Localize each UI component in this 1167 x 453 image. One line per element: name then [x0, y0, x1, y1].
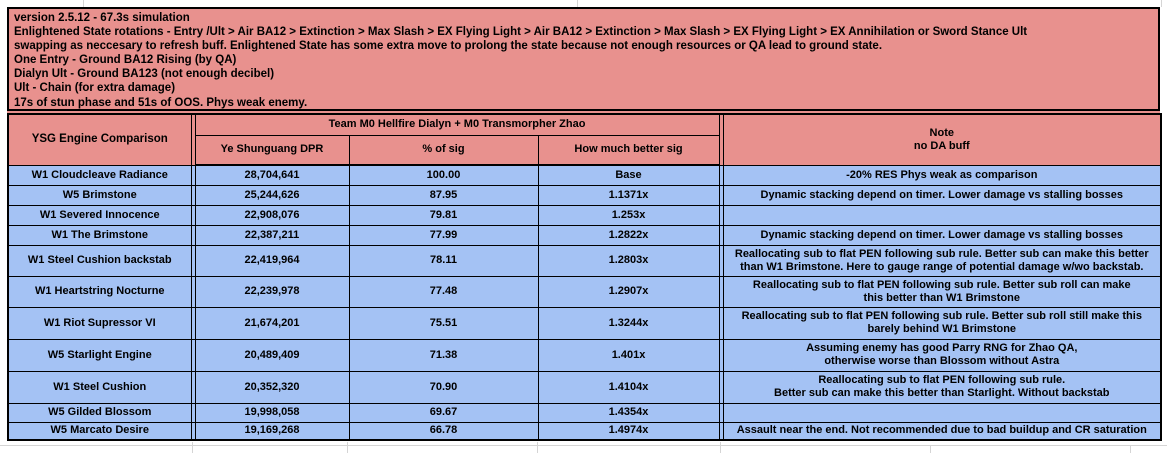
info-line-swapping: swapping as neccesary to refresh buff. E… — [14, 40, 883, 53]
gridline — [83, 0, 84, 7]
dpr-cell[interactable]: 20,352,320 — [194, 370, 350, 404]
better-cell[interactable]: 1.4354x — [537, 402, 720, 423]
dpr-cell[interactable]: 22,419,964 — [194, 244, 350, 277]
better-cell[interactable]: 1.253x — [537, 204, 720, 226]
better-cell[interactable]: 1.4104x — [537, 370, 720, 404]
gridline — [577, 0, 578, 7]
note-cell[interactable]: Reallocating sub to flat PEN following s… — [722, 275, 1162, 308]
dpr-cell[interactable]: 28,704,641 — [194, 164, 350, 186]
note-cell[interactable]: Reallocating sub to flat PEN following s… — [722, 244, 1162, 277]
column-header-pct[interactable]: % of sig — [348, 134, 539, 166]
dpr-cell[interactable]: 21,674,201 — [194, 306, 350, 340]
table-group-header-row: YSG Engine Comparison Team M0 Hellfire D… — [7, 113, 1162, 166]
gridline — [720, 442, 721, 453]
info-line-ult-chain: Ult - Chain (for extra damage) — [14, 82, 176, 95]
pct-cell[interactable]: 87.95 — [348, 184, 539, 206]
info-line-one-entry: One Entry - Ground BA12 Rising (by QA) — [14, 54, 237, 67]
note-cell[interactable]: Dynamic stacking depend on timer. Lower … — [722, 224, 1162, 246]
note-cell[interactable] — [722, 204, 1162, 226]
note-cell[interactable]: Reallocating sub to flat PEN following s… — [722, 306, 1162, 340]
dpr-cell[interactable]: 25,244,626 — [194, 184, 350, 206]
pct-cell[interactable]: 100.00 — [348, 164, 539, 186]
note-cell[interactable]: Reallocating sub to flat PEN following s… — [722, 370, 1162, 404]
dpr-cell[interactable]: 19,998,058 — [194, 402, 350, 423]
better-cell[interactable]: 1.3244x — [537, 306, 720, 340]
table-row: W5 Starlight Engine 20,489,409 71.38 1.4… — [7, 338, 1162, 372]
info-line-version: version 2.5.12 - 67.3s simulation — [14, 12, 190, 24]
engine-name-cell[interactable]: W5 Gilded Blossom — [7, 402, 192, 423]
note-cell[interactable]: Dynamic stacking depend on timer. Lower … — [722, 184, 1162, 206]
note-cell[interactable]: Assault near the end. Not recommended du… — [722, 421, 1162, 441]
engine-name-cell[interactable]: W5 Brimstone — [7, 184, 192, 206]
engine-name-cell[interactable]: W5 Marcato Desire — [7, 421, 192, 441]
table-row: W1 Steel Cushion 20,352,320 70.90 1.4104… — [7, 370, 1162, 404]
engine-comparison-table: YSG Engine Comparison Team M0 Hellfire D… — [7, 113, 1163, 441]
gridline — [537, 442, 538, 453]
engine-name-cell[interactable]: W1 Riot Supressor VI — [7, 306, 192, 340]
pct-cell[interactable]: 70.90 — [348, 370, 539, 404]
gridline — [347, 442, 348, 453]
note-cell[interactable]: Assuming enemy has good Parry RNG for Zh… — [722, 338, 1162, 372]
team-header-cell[interactable]: Team M0 Hellfire Dialyn + M0 Transmorphe… — [194, 113, 720, 136]
note-header-cell[interactable]: Note no DA buff — [722, 113, 1162, 166]
column-header-better[interactable]: How much better sig — [537, 134, 720, 166]
dpr-cell[interactable]: 22,908,076 — [194, 204, 350, 226]
engine-name-cell[interactable]: W1 Steel Cushion — [7, 370, 192, 404]
engine-name-cell[interactable]: W1 The Brimstone — [7, 224, 192, 246]
pct-cell[interactable]: 75.51 — [348, 306, 539, 340]
sheet-content-block: version 2.5.12 - 67.3s simulation Enligh… — [7, 7, 1163, 441]
column-header-dpr[interactable]: Ye Shunguang DPR — [194, 134, 350, 166]
table-row: W1 Severed Innocence 22,908,076 79.81 1.… — [7, 204, 1162, 226]
info-line-phases: 17s of stun phase and 51s of OOS. Phys w… — [14, 96, 308, 109]
engine-name-cell[interactable]: W1 Steel Cushion backstab — [7, 244, 192, 277]
pct-cell[interactable]: 66.78 — [348, 421, 539, 441]
table-row: W1 Riot Supressor VI 21,674,201 75.51 1.… — [7, 306, 1162, 340]
table-row: W1 Cloudcleave Radiance 28,704,641 100.0… — [7, 164, 1162, 186]
gridline — [930, 445, 931, 453]
gridline — [1161, 0, 1162, 7]
pct-cell[interactable]: 79.81 — [348, 204, 539, 226]
row-header-cell[interactable]: YSG Engine Comparison — [7, 113, 192, 166]
gridline — [192, 442, 193, 453]
better-cell[interactable]: 1.2803x — [537, 244, 720, 277]
better-cell[interactable]: 1.1371x — [537, 184, 720, 206]
pct-cell[interactable]: 77.99 — [348, 224, 539, 246]
dpr-cell[interactable]: 20,489,409 — [194, 338, 350, 372]
dpr-cell[interactable]: 22,239,978 — [194, 275, 350, 308]
note-cell[interactable] — [722, 402, 1162, 423]
table-row: W1 The Brimstone 22,387,211 77.99 1.2822… — [7, 224, 1162, 246]
pct-cell[interactable]: 77.48 — [348, 275, 539, 308]
gridline — [0, 445, 1167, 446]
engine-name-cell[interactable]: W5 Starlight Engine — [7, 338, 192, 372]
better-cell[interactable]: 1.2822x — [537, 224, 720, 246]
table-row: W1 Heartstring Nocturne 22,239,978 77.48… — [7, 275, 1162, 308]
engine-name-cell[interactable]: W1 Heartstring Nocturne — [7, 275, 192, 308]
table-column-header-row: Ye Shunguang DPR % of sig How much bette… — [8, 134, 1161, 166]
info-line-rotation: Enlightened State rotations - Entry /Ult… — [14, 26, 1028, 39]
engine-name-cell[interactable]: W1 Severed Innocence — [7, 204, 192, 226]
table-row: W1 Steel Cushion backstab 22,419,964 78.… — [7, 244, 1162, 277]
table-row: W5 Gilded Blossom 19,998,058 69.67 1.435… — [7, 402, 1162, 423]
table-row: W5 Brimstone 25,244,626 87.95 1.1371x Dy… — [7, 184, 1162, 206]
better-cell[interactable]: 1.4974x — [537, 421, 720, 441]
better-cell[interactable]: Base — [537, 164, 720, 186]
info-line-dialyn-ult: Dialyn Ult - Ground BA123 (not enough de… — [14, 68, 275, 81]
table-row: W5 Marcato Desire 19,169,268 66.78 1.497… — [7, 421, 1162, 441]
simulation-notes-box[interactable]: version 2.5.12 - 67.3s simulation Enligh… — [7, 7, 1160, 111]
pct-cell[interactable]: 69.67 — [348, 402, 539, 423]
dpr-cell[interactable]: 19,169,268 — [194, 421, 350, 441]
dpr-cell[interactable]: 22,387,211 — [194, 224, 350, 246]
pct-cell[interactable]: 71.38 — [348, 338, 539, 372]
note-cell[interactable]: -20% RES Phys weak as comparison — [722, 164, 1162, 186]
engine-name-cell[interactable]: W1 Cloudcleave Radiance — [7, 164, 192, 186]
better-cell[interactable]: 1.2907x — [537, 275, 720, 308]
better-cell[interactable]: 1.401x — [537, 338, 720, 372]
pct-cell[interactable]: 78.11 — [348, 244, 539, 277]
gridline — [1130, 445, 1131, 453]
